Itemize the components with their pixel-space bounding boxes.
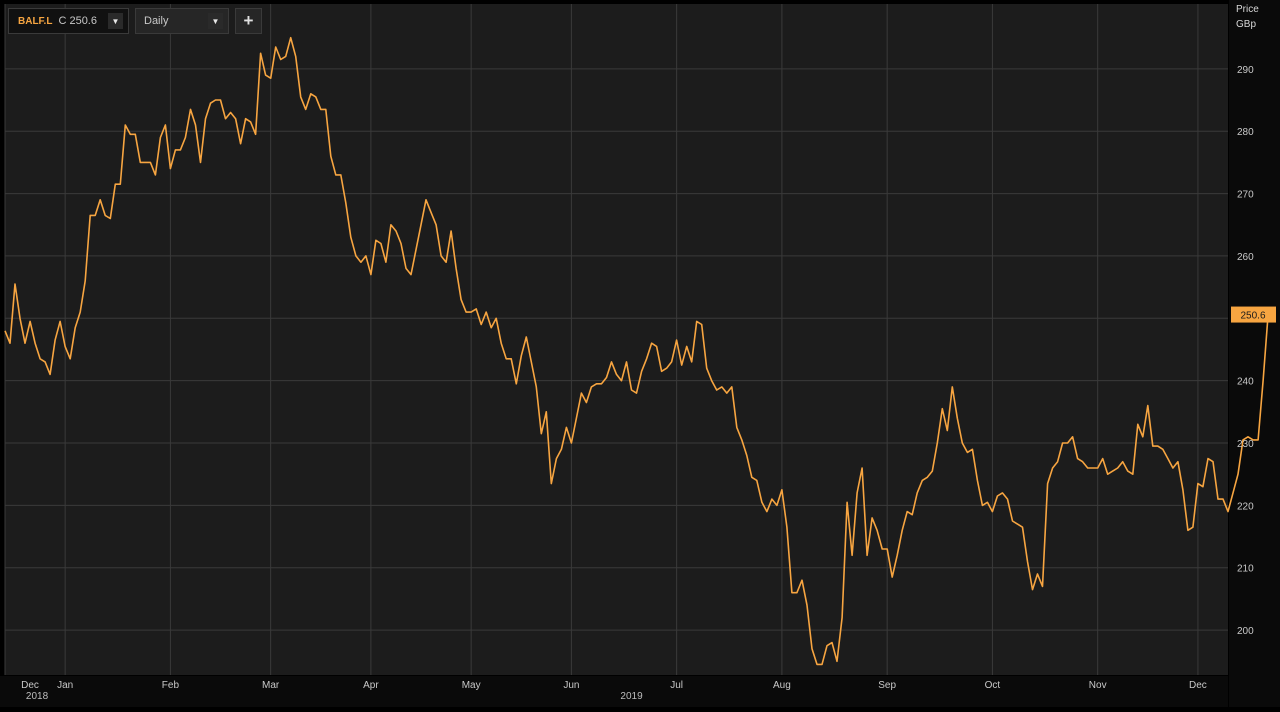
last-price-badge [1231, 306, 1276, 323]
price-axis-panel [1229, 0, 1280, 707]
chevron-down-icon[interactable]: ▼ [108, 13, 123, 29]
currency-axis-label: GBp [1236, 19, 1256, 30]
y-tick-label: 240 [1237, 377, 1254, 388]
y-tick-label: 210 [1237, 564, 1254, 575]
x-tick-label: Jun [563, 680, 579, 691]
last-price-value: 250.6 [1240, 311, 1265, 322]
x-tick-label: Dec [1189, 680, 1207, 691]
year-label: 2018 [26, 691, 49, 702]
x-tick-label: Feb [162, 680, 180, 691]
close-value-label: C 250.6 [58, 15, 97, 27]
y-tick-label: 290 [1237, 65, 1254, 76]
chevron-down-icon[interactable]: ▼ [208, 13, 223, 29]
x-tick-label: Jan [57, 680, 73, 691]
interval-label: Daily [144, 15, 169, 27]
plot-background [5, 4, 1228, 675]
y-tick-label: 260 [1237, 252, 1254, 263]
plus-icon: + [243, 11, 254, 30]
symbol-selector[interactable]: BALF.L C 250.6 ▼ [8, 8, 129, 34]
symbol-label: BALF.L [18, 15, 53, 27]
year-label: 2019 [620, 691, 643, 702]
y-tick-label: 280 [1237, 127, 1254, 138]
interval-selector[interactable]: Daily ▼ [135, 8, 229, 34]
price-axis-label: Price [1236, 4, 1259, 15]
x-tick-label: Oct [985, 680, 1001, 691]
x-tick-label: Dec [21, 680, 39, 691]
x-tick-label: Mar [262, 680, 280, 691]
y-tick-label: 230 [1237, 439, 1254, 450]
y-tick-label: 220 [1237, 501, 1254, 512]
add-study-button[interactable]: + [235, 8, 262, 34]
x-tick-label: Jul [670, 680, 683, 691]
x-tick-label: May [462, 680, 481, 691]
x-tick-label: Apr [363, 680, 379, 691]
x-tick-label: Nov [1089, 680, 1107, 691]
y-tick-label: 200 [1237, 626, 1254, 637]
y-tick-label: 270 [1237, 190, 1254, 201]
x-tick-label: Aug [773, 680, 791, 691]
x-tick-label: Sep [878, 680, 896, 691]
time-axis-panel [0, 676, 1228, 707]
chart-toolbar: BALF.L C 250.6 ▼ Daily ▼ + [8, 8, 262, 36]
price-series-line [4, 36, 1269, 666]
